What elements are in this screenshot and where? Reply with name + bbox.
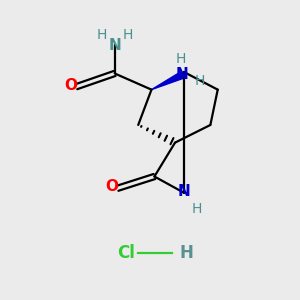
Text: Cl: Cl	[117, 244, 135, 262]
Text: O: O	[105, 179, 118, 194]
Text: N: N	[108, 38, 121, 53]
Polygon shape	[152, 72, 184, 90]
Text: H: H	[195, 74, 205, 88]
Text: H: H	[96, 28, 106, 42]
Text: N: N	[176, 68, 189, 82]
Text: H: H	[123, 28, 133, 42]
Text: H: H	[176, 52, 186, 66]
Text: N: N	[178, 184, 190, 199]
Text: O: O	[64, 78, 78, 93]
Text: H: H	[192, 202, 202, 216]
Text: H: H	[179, 244, 193, 262]
